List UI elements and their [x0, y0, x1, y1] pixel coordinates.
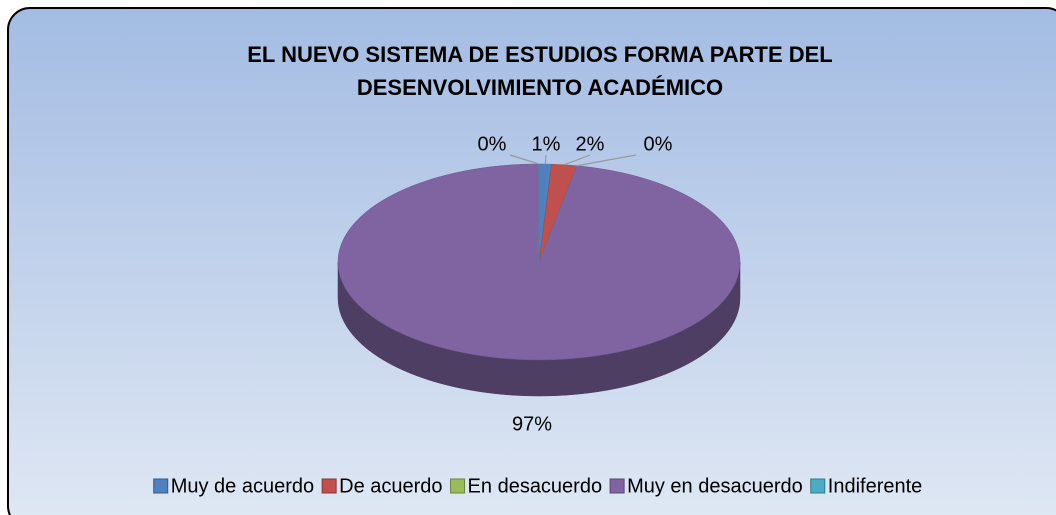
legend-swatch	[810, 478, 826, 494]
leader-line	[544, 154, 547, 165]
legend-label: Muy de acuerdo	[171, 475, 314, 497]
legend-swatch	[321, 478, 337, 494]
legend-label: Indiferente	[828, 475, 923, 497]
legend-label: De acuerdo	[339, 475, 442, 497]
chart-title: DESENVOLVIMIENTO ACADÉMICO	[357, 75, 723, 100]
legend-swatch	[609, 478, 625, 494]
chart-title: EL NUEVO SISTEMA DE ESTUDIOS FORMA PARTE…	[247, 42, 833, 67]
data-label: 1%	[532, 133, 561, 155]
legend: Muy de acuerdo De acuerdo En desacuerdo Muy…	[153, 475, 923, 497]
legend-swatch	[153, 478, 169, 494]
data-label: 0%	[478, 133, 507, 155]
legend-label: En desacuerdo	[468, 475, 603, 497]
leader-line	[509, 154, 540, 165]
leader-line	[576, 154, 637, 167]
data-label: 2%	[576, 133, 605, 155]
leader-line	[563, 154, 591, 166]
legend-label: Muy en desacuerdo	[627, 475, 803, 497]
data-label: 97%	[512, 413, 552, 435]
data-label: 0%	[644, 133, 673, 155]
legend-swatch	[450, 478, 466, 494]
